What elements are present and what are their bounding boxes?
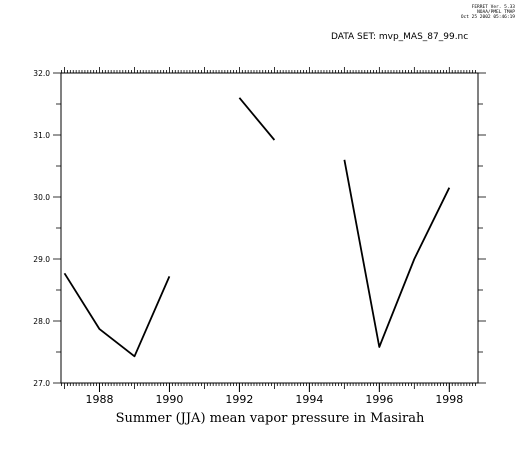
y-tick-label-5: 32.0 <box>33 69 50 78</box>
y-tick-label-0: 27.0 <box>33 379 50 388</box>
dataset-label: DATA SET: mvp_MAS_87_99.nc <box>331 32 469 42</box>
y-tick-label-1: 28.0 <box>33 317 50 326</box>
x-tick-label-5: 1998 <box>435 393 463 406</box>
x-tick-label-1: 1990 <box>155 393 183 406</box>
y-tick-label-3: 30.0 <box>33 193 50 202</box>
x-tick-label-0: 1988 <box>85 393 113 406</box>
stamp-org: NOAA/PMEL TMAP <box>477 10 515 15</box>
stamp-date: Oct 25 2002 05:46:19 <box>460 15 515 20</box>
y-tick-label-4: 31.0 <box>33 131 50 140</box>
x-tick-label-3: 1994 <box>295 393 323 406</box>
ferret-stamp: FERRET Ver. 5.33 NOAA/PMEL TMAP Oct 25 2… <box>435 5 515 20</box>
series-0-segment-0 <box>63 272 171 358</box>
y-tick-label-2: 29.0 <box>33 255 50 264</box>
x-tick-label-4: 1996 <box>365 393 393 406</box>
stamp-version: FERRET Ver. 5.33 <box>471 5 515 10</box>
x-tick-label-2: 1992 <box>225 393 253 406</box>
series-0-segment-2 <box>343 159 451 348</box>
x-axis-title: Summer (JJA) mean vapor pressure in Masi… <box>115 411 425 426</box>
series-0-segment-1 <box>238 97 276 141</box>
plot-frame <box>60 72 479 384</box>
